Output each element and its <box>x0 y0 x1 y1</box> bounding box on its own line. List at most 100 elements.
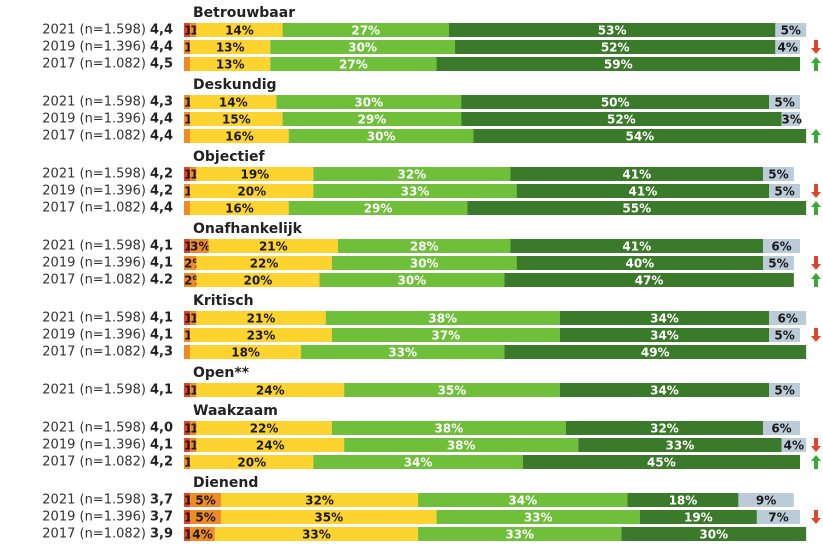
segment-label: 29% <box>358 113 387 127</box>
segment-label: 41% <box>629 185 658 199</box>
bar-segment <box>184 421 191 435</box>
bar-segment <box>559 311 770 325</box>
segment-label: 28% <box>410 240 439 254</box>
bar-segment <box>781 112 800 126</box>
bar-segment <box>190 95 277 109</box>
segment-label: 41% <box>622 168 651 182</box>
bar-segment <box>184 328 191 342</box>
bar-segment <box>190 23 197 37</box>
bar-segment <box>190 129 289 143</box>
score: 4,4 <box>150 129 173 144</box>
bar-segment <box>763 256 794 270</box>
bar-segment <box>184 23 191 37</box>
bar-segment <box>220 510 437 524</box>
segment-label: 18% <box>231 346 260 360</box>
segment-label: 52% <box>601 41 630 55</box>
segment-label: 5% <box>774 384 794 398</box>
bar-segment <box>344 383 560 397</box>
bar-segment <box>621 527 807 541</box>
trend-arrow <box>811 273 821 287</box>
row-label: 2019 (n=1.396) <box>42 40 146 55</box>
bar-segment <box>190 455 314 469</box>
segment-label: 34% <box>404 456 433 470</box>
bar-segment <box>467 201 807 215</box>
segment-label: 24% <box>256 384 285 398</box>
segment-label: 19% <box>684 511 713 525</box>
group-title: Onafhankelijk <box>193 221 303 237</box>
bar-segment <box>184 455 191 469</box>
row-label: 2019 (n=1.396) <box>42 510 146 525</box>
segment-label: 27% <box>339 58 368 72</box>
segment-label: 33% <box>302 528 331 542</box>
row-label: 2021 (n=1.598) <box>42 167 146 182</box>
segment-label: 34% <box>650 312 679 326</box>
bar-segment <box>190 167 197 181</box>
segment-label: 34% <box>508 494 537 508</box>
bar-segment <box>282 23 449 37</box>
bar-segment <box>331 328 560 342</box>
score: 4,4 <box>150 40 173 55</box>
bar-segment <box>190 311 197 325</box>
group-title: Kritisch <box>193 293 254 309</box>
bar-segment <box>559 383 770 397</box>
bar-segment <box>190 328 332 342</box>
row-label: 2017 (n=1.082) <box>42 129 146 144</box>
segment-label: 53% <box>598 24 627 38</box>
bar-segment <box>196 23 283 37</box>
segment-label: 20% <box>237 185 266 199</box>
segment-label: 33% <box>666 439 695 453</box>
segment-label: 37% <box>431 329 460 343</box>
segment-label: 52% <box>607 113 636 127</box>
segment-label: 16% <box>225 202 254 216</box>
bar-segment <box>190 201 289 215</box>
trend-arrow <box>811 201 821 215</box>
bar-segment <box>639 510 757 524</box>
segment-label: 4% <box>784 439 804 453</box>
group-title: Open** <box>193 365 250 381</box>
bar-segment <box>627 493 739 507</box>
bar-segment <box>769 184 800 198</box>
bar-segment <box>190 184 314 198</box>
segment-label: 32% <box>650 422 679 436</box>
bar-segment <box>559 328 770 342</box>
bar-segment <box>190 383 197 397</box>
bar-segment <box>220 493 419 507</box>
segment-label: 54% <box>625 130 654 144</box>
segment-label: 6% <box>771 422 791 436</box>
segment-label: 20% <box>244 274 273 288</box>
segment-label: 41% <box>622 240 651 254</box>
group-title: Waakzaam <box>193 403 278 419</box>
segment-label: 30% <box>398 274 427 288</box>
segment-label: 21% <box>247 312 276 326</box>
segment-label: 30% <box>367 130 396 144</box>
bar-segment <box>769 95 800 109</box>
bar-segment <box>455 40 776 54</box>
row-label: 2017 (n=1.082) <box>42 201 146 216</box>
row-label: 2021 (n=1.598) <box>42 383 146 398</box>
score: 3,7 <box>150 510 173 525</box>
row-label: 2019 (n=1.396) <box>42 184 146 199</box>
score: 4,3 <box>150 95 173 110</box>
row-label: 2021 (n=1.598) <box>42 23 146 38</box>
segment-label: 13% <box>216 41 245 55</box>
bar-segment <box>270 57 437 71</box>
bar-segment <box>190 421 197 435</box>
bar-segment <box>769 328 800 342</box>
segment-label: 3% <box>782 113 802 127</box>
bar-segment <box>344 438 579 452</box>
bar-segment <box>184 493 191 507</box>
score: 4.2 <box>150 273 173 288</box>
score: 4,2 <box>150 184 173 199</box>
bar-segment <box>184 40 191 54</box>
bar-segment <box>196 167 314 181</box>
score: 4,0 <box>150 421 173 436</box>
score: 4,4 <box>150 201 173 216</box>
bar-segment <box>578 438 782 452</box>
segment-label: 24% <box>256 439 285 453</box>
bar-segment <box>190 510 221 524</box>
bar-segment <box>769 311 807 325</box>
row-label: 2021 (n=1.598) <box>42 493 146 508</box>
segment-label: 29% <box>364 202 393 216</box>
bar-segment <box>461 112 782 126</box>
